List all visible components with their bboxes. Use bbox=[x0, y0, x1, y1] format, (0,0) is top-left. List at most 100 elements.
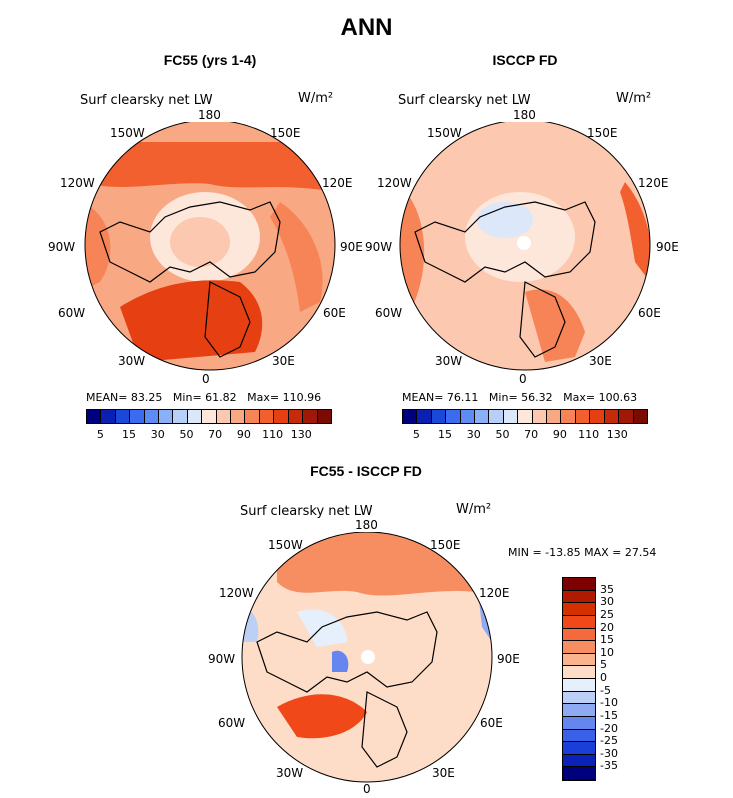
panel-3-lon-30w: 30W bbox=[276, 766, 304, 780]
panel-3-colorbar-tick-label: 0 bbox=[600, 671, 607, 684]
panel-2-colorbar-swatch bbox=[561, 410, 576, 423]
panel-3-lon-150w: 150W bbox=[268, 538, 303, 552]
panel-3-colorbar-tick-label: -35 bbox=[600, 759, 618, 773]
panel-2-stats: MEAN= 76.11 Min= 56.32 Max= 100.63 bbox=[402, 391, 638, 404]
panel-1-colorbar-swatch bbox=[303, 410, 318, 423]
panel-1-colorbar-swatch bbox=[144, 410, 160, 423]
panel-3-colorbar-tick-label: 35 bbox=[600, 582, 614, 596]
panel-1-lon-120e: 120E bbox=[322, 176, 353, 190]
panel-1-colorbar-swatch bbox=[317, 410, 331, 423]
panel-2-field-cold bbox=[477, 202, 533, 238]
panel-1-field-east bbox=[270, 202, 323, 312]
panel-3-stats: MIN = -13.85 MAX = 27.54 bbox=[508, 546, 657, 559]
panel-3-colorbar-tick-label: 20 bbox=[600, 620, 614, 634]
panel-1-colorbar-tick-label: 15 bbox=[122, 428, 137, 441]
panel-2-lon-30w: 30W bbox=[435, 354, 463, 368]
panel-2-lon-90w: 90W bbox=[365, 240, 393, 254]
panel-2-lon-180: 180 bbox=[513, 108, 536, 122]
panel-3-pole-hole bbox=[361, 650, 375, 664]
panel-2-units: W/m² bbox=[616, 91, 652, 106]
panel-3-colorbar-tick-label: 10 bbox=[600, 645, 614, 659]
panel-3-coastline bbox=[256, 611, 438, 693]
panel-2-colorbar-swatch bbox=[619, 410, 634, 423]
panel-1-colorbar-tick-label: 90 bbox=[236, 428, 251, 441]
panel-1-map bbox=[84, 122, 336, 371]
panel-3-colorbar-swatch bbox=[563, 767, 595, 780]
panel-1-colorbar-swatch bbox=[173, 410, 188, 423]
panel-1-lon-60e: 60E bbox=[323, 306, 346, 320]
panel-1-lon-150w: 150W bbox=[110, 126, 145, 140]
panel-2-field-atlantic bbox=[525, 289, 585, 362]
panel-1-lon-180: 180 bbox=[198, 108, 221, 122]
panel-3-coastline-europe bbox=[361, 691, 408, 768]
panel-1-title: FC55 (yrs 1-4) bbox=[163, 52, 257, 68]
panel-2-map bbox=[399, 122, 651, 371]
panel-1-lon-0: 0 bbox=[202, 372, 210, 386]
panel-1-colorbar-swatch bbox=[115, 410, 131, 423]
panel-1-units: W/m² bbox=[298, 91, 334, 106]
panel-1-colorbar-swatch bbox=[159, 410, 174, 423]
panel-3-field-bay bbox=[332, 650, 349, 672]
panel-1-colorbar-swatch bbox=[101, 410, 116, 423]
panel-1-lon-120w: 120W bbox=[60, 176, 95, 190]
panel-2-lon-120e: 120E bbox=[638, 176, 669, 190]
panel-1-stats: MEAN= 83.25 Min= 61.82 Max= 110.96 bbox=[86, 391, 322, 404]
panel-3-colorbar-swatch bbox=[563, 679, 595, 692]
panel-1-colorbar-tick-label: 5 bbox=[96, 428, 104, 441]
panel-2-lon-30e: 30E bbox=[589, 354, 612, 368]
panel-1-colorbar-tick-label: 130 bbox=[290, 428, 312, 441]
panel-1-colorbar-swatch bbox=[130, 410, 145, 423]
panel-3-colorbar-swatch bbox=[563, 742, 595, 755]
panel-2-lon-150e: 150E bbox=[587, 126, 618, 140]
panel-3-variable-label: Surf clearsky net LW bbox=[240, 504, 373, 519]
panel-2-lon-150w: 150W bbox=[427, 126, 462, 140]
panel-3-colorbar-tick-label: 15 bbox=[600, 633, 614, 647]
panel-2-colorbar-tick-label: 70 bbox=[524, 428, 539, 441]
panel-3-units: W/m² bbox=[456, 502, 492, 517]
panel-1-map-border bbox=[84, 122, 336, 371]
panel-3-field-cold-center bbox=[297, 609, 347, 647]
panel-3-lon-150e: 150E bbox=[430, 538, 461, 552]
panel-2-coastline-europe bbox=[519, 281, 566, 358]
panel-1-field-pacific bbox=[85, 142, 335, 192]
panel-3-lon-30e: 30E bbox=[432, 766, 455, 780]
panel-3-colorbar-tick-label: -5 bbox=[600, 683, 611, 697]
panel-2-lon-60e: 60E bbox=[638, 306, 661, 320]
panel-1-colorbar-swatch bbox=[231, 410, 246, 423]
panel-3-colorbar-swatch bbox=[563, 641, 595, 654]
panel-1-lon-150e: 150E bbox=[270, 126, 301, 140]
panel-1-colorbar-tick-label: 70 bbox=[208, 428, 223, 441]
panel-3-colorbar-tick-label: 25 bbox=[600, 607, 614, 621]
panel-3-colorbar-swatch bbox=[563, 590, 595, 604]
panel-3-colorbar bbox=[562, 577, 596, 781]
panel-1-coastline-europe bbox=[204, 281, 251, 358]
panel-1-colorbar-tick-label: 30 bbox=[150, 428, 165, 441]
panel-1-colorbar-swatch bbox=[87, 410, 102, 423]
panel-3-colorbar-swatch bbox=[563, 603, 595, 616]
panel-2-colorbar-swatch bbox=[604, 410, 620, 423]
panel-1-coastline bbox=[99, 201, 281, 283]
panel-2-field-east bbox=[620, 182, 650, 282]
panel-2-colorbar-swatch bbox=[431, 410, 447, 423]
panel-3-lon-120e: 120E bbox=[479, 586, 510, 600]
panel-1-field-pole bbox=[170, 217, 230, 267]
panel-3-colorbar-tick-label: -25 bbox=[600, 734, 618, 748]
panel-2-pole-hole bbox=[517, 236, 531, 250]
panel-2-colorbar-tick-label: 50 bbox=[495, 428, 510, 441]
panel-2-map-border bbox=[399, 122, 651, 371]
panel-3-colorbar-tick-label: -15 bbox=[600, 708, 618, 722]
panel-3-colorbar-swatch bbox=[563, 578, 595, 591]
panel-2-colorbar-swatch bbox=[590, 410, 605, 423]
panel-1-colorbar-tick-label: 50 bbox=[179, 428, 194, 441]
panel-2-colorbar bbox=[402, 409, 648, 424]
panel-3-colorbar-tick-label: 30 bbox=[600, 595, 614, 609]
panel-3-colorbar-swatch bbox=[563, 666, 595, 679]
panel-2-coastline bbox=[414, 201, 596, 283]
panel-3-title: FC55 - ISCCP FD bbox=[310, 463, 422, 479]
panel-1-colorbar-swatch bbox=[216, 410, 232, 423]
panel-3-lon-90w: 90W bbox=[208, 652, 236, 666]
panel-1-colorbar-swatch bbox=[202, 410, 217, 423]
panel-2-title: ISCCP FD bbox=[492, 52, 558, 68]
panel-2-lon-0: 0 bbox=[519, 372, 527, 386]
panel-3-lon-60e: 60E bbox=[480, 716, 503, 730]
